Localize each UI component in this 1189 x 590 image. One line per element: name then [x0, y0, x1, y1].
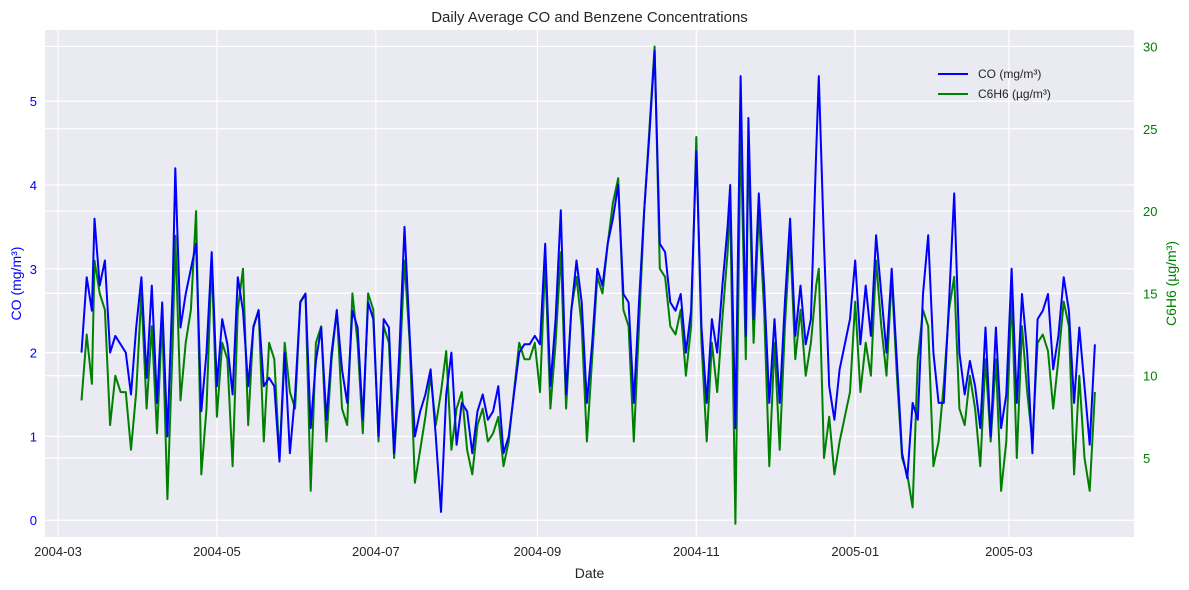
plot-background	[45, 30, 1134, 537]
y-axis-right-label: C6H6 (µg/m³)	[1163, 241, 1179, 326]
y-left-tick-label: 0	[30, 513, 37, 528]
legend: CO (mg/m³) C6H6 (µg/m³)	[938, 67, 1051, 101]
x-tick-label: 2004-09	[514, 544, 562, 559]
y-right-tick-label: 25	[1143, 122, 1157, 137]
series-line-co	[80, 50, 1096, 513]
series-lines	[80, 45, 1096, 525]
y-left-tick-label: 1	[30, 429, 37, 444]
y-left-tick-label: 5	[30, 94, 37, 109]
x-tick-label: 2004-05	[193, 544, 241, 559]
y-left-tick-label: 4	[30, 178, 37, 193]
y-left-tick-label: 3	[30, 262, 37, 277]
y-right-tick-label: 20	[1143, 204, 1157, 219]
y-right-tick-label: 30	[1143, 39, 1157, 54]
grid-lines	[45, 30, 1134, 537]
y-axis-left-label: CO (mg/m³)	[8, 247, 24, 321]
x-tick-label: 2005-03	[985, 544, 1033, 559]
legend-label-benzene: C6H6 (µg/m³)	[978, 87, 1051, 101]
x-tick-label: 2004-11	[673, 544, 720, 559]
series-line-benzene	[80, 45, 1096, 525]
x-axis-label: Date	[575, 565, 605, 581]
x-tick-label: 2005-01	[831, 544, 879, 559]
y-right-tick-label: 15	[1143, 286, 1157, 301]
y-right-tick-label: 10	[1143, 369, 1157, 384]
x-tick-label: 2004-03	[34, 544, 82, 559]
y-right-tick-label: 5	[1143, 451, 1150, 466]
chart-title: Daily Average CO and Benzene Concentrati…	[431, 9, 748, 26]
legend-label-co: CO (mg/m³)	[978, 67, 1041, 81]
x-tick-label: 2004-07	[352, 544, 400, 559]
tick-labels: 2004-03 2004-05 2004-07 2004-09 2004-11 2005-…	[30, 39, 1158, 559]
y-left-tick-label: 2	[30, 346, 37, 361]
